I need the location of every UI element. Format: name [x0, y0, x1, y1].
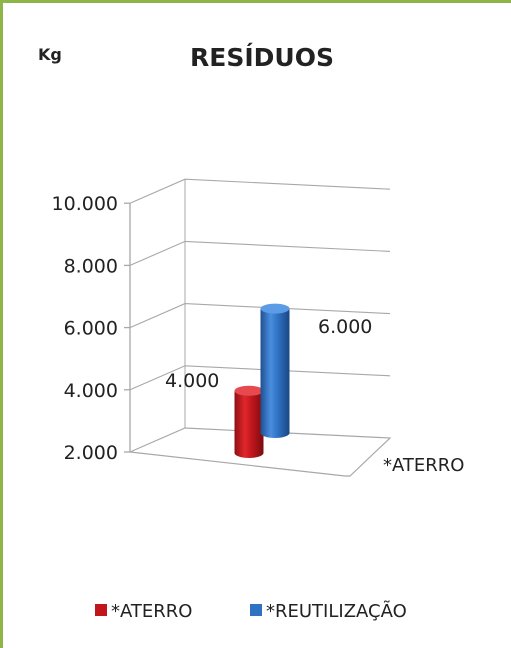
bar-body: [260, 308, 290, 438]
data-label: 4.000: [165, 370, 219, 392]
grid-line: [129, 178, 391, 204]
chart-title: RESÍDUOS: [190, 43, 334, 72]
legend-swatch: [250, 604, 262, 616]
y-axis-unit-label: Kg: [38, 45, 62, 64]
grid-line: [129, 303, 391, 329]
legend-item: *REUTILIZAÇÃO: [250, 600, 407, 622]
data-labels: 4.000 6.000: [165, 316, 372, 392]
y-tick-label: 6.000: [64, 318, 118, 340]
grid-lines: [129, 178, 391, 391]
legend-item: *ATERRO: [95, 601, 192, 622]
bar-body: [234, 390, 264, 458]
y-tick-label: 8.000: [64, 255, 118, 277]
category-labels: *ATERRO: [383, 455, 464, 476]
legend: *ATERRO *REUTILIZAÇÃO: [95, 600, 407, 622]
bar-reutilizacao: [260, 303, 290, 438]
y-tick-labels: 2.000 4.000 6.000 8.000 10.000: [52, 193, 118, 464]
grid-line: [129, 240, 391, 266]
floor: [127, 427, 392, 477]
bar-top: [234, 385, 264, 396]
legend-label: *ATERRO: [111, 601, 192, 622]
data-label: 6.000: [318, 316, 372, 338]
bar-top: [260, 303, 290, 314]
y-tick-label: 10.000: [52, 193, 118, 215]
bars: [234, 303, 290, 458]
legend-label: *REUTILIZAÇÃO: [266, 600, 407, 622]
bar-aterro: [234, 385, 264, 458]
legend-swatch: [95, 604, 107, 616]
y-tick-label: 2.000: [64, 442, 118, 464]
x-category-label: *ATERRO: [383, 455, 464, 476]
y-tick-label: 4.000: [64, 380, 118, 402]
grid-line: [129, 365, 391, 391]
